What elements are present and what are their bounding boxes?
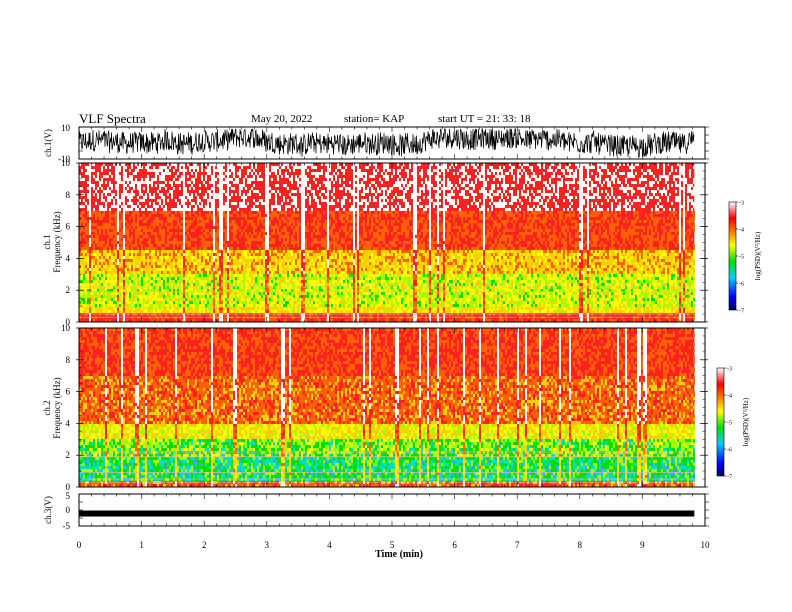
spectrogram-ch2-ytick-2: 2 [66,450,71,460]
colorbar-ch2: -3 -4 -5 -6 -7 log(PSD)(V²/Hz) [717,367,750,481]
colorbar-ch2-tick--6: -6 [727,448,732,454]
time-xtick-2: 2 [202,540,207,550]
ch3-ytick-bottom: -5 [63,521,71,531]
colorbar-ch1-tick--6: -6 [739,282,744,288]
colorbar-ch2-tick--7: -7 [727,475,732,481]
ch3-ytick-top: 5 [66,491,71,501]
time-xtick-1: 1 [139,540,144,550]
ch2-spectrogram-ylabel-line2: Frequency (kHz) [52,377,62,438]
spectrogram-ch2-ytick-4: 4 [66,418,71,428]
spectrogram-ch1-ytick-8: 8 [66,190,71,200]
colorbar-ch2-tick--3: -3 [727,367,732,373]
spectrogram-ch2-ytick-8: 8 [66,355,71,365]
spectrogram-ch1-image [79,163,695,322]
colorbar-ch2-tick--5: -5 [727,421,732,427]
spectrogram-ch1-ytick-10: 10 [61,158,71,168]
time-xtick-8: 8 [578,540,583,550]
ch1-waveform-ylabel: ch.1(V) [43,129,53,157]
spectrogram-ch1-ytick-2: 2 [66,285,71,295]
time-xtick-9: 9 [640,540,645,550]
vlf-figure: 10 -10 ch.1(V) 0246810 ch.1 Frequency (k… [0,0,792,612]
colorbar-ch1-label: log(PSD)(V²/Hz) [754,231,762,280]
ch3-waveform-ylabel: ch.3(V) [43,496,53,524]
time-xtick-10: 10 [701,540,711,550]
colorbar-ch1-tick--7: -7 [739,309,744,315]
ch1-spectrogram-ylabel-line2: Frequency (kHz) [52,211,62,272]
ch3-ytick-mid: 0 [66,505,71,515]
ch1-spectrogram-ylabel-line1: ch.1 [42,234,52,249]
time-xtick-7: 7 [515,540,520,550]
spectrogram-ch2-image [79,328,695,487]
colorbar-ch1-tick--3: -3 [739,201,744,207]
time-xtick-4: 4 [327,540,332,550]
ch2-spectrogram-ylabel-line1: ch.2 [42,400,52,415]
waveform-ch3-trace [79,511,694,517]
colorbar-ch1-tick--4: -4 [739,228,744,234]
time-xtick-0: 0 [77,540,82,550]
colorbar-ch2-tick--4: -4 [727,394,732,400]
waveform-ch3-line [79,511,694,517]
time-axis-label: Time (min) [375,549,423,560]
spectrogram-ch2-ytick-6: 6 [66,387,71,397]
time-xtick-3: 3 [265,540,270,550]
spectrogram-ch1-ytick-6: 6 [66,222,71,232]
ch1-ytick-top: 10 [61,123,71,133]
waveform-ch1-panel: 10 -10 ch.1(V) [43,123,709,164]
waveform-ch3-panel: 5 0 -5 ch.3(V) 0 1 2 3 4 5 6 7 8 9 10 Time (min) [43,491,710,560]
colorbar-ch2-label: log(PSD)(V²/Hz) [742,397,750,446]
spectrogram-ch2-ytick-10: 10 [61,323,71,333]
spectrogram-ch1-ytick-4: 4 [66,253,71,263]
colorbar-ch1-tick--5: -5 [739,255,744,261]
time-xtick-6: 6 [452,540,457,550]
colorbar-ch1: -3 -4 -5 -6 -7 log(PSD)(V²/Hz) [729,201,762,315]
